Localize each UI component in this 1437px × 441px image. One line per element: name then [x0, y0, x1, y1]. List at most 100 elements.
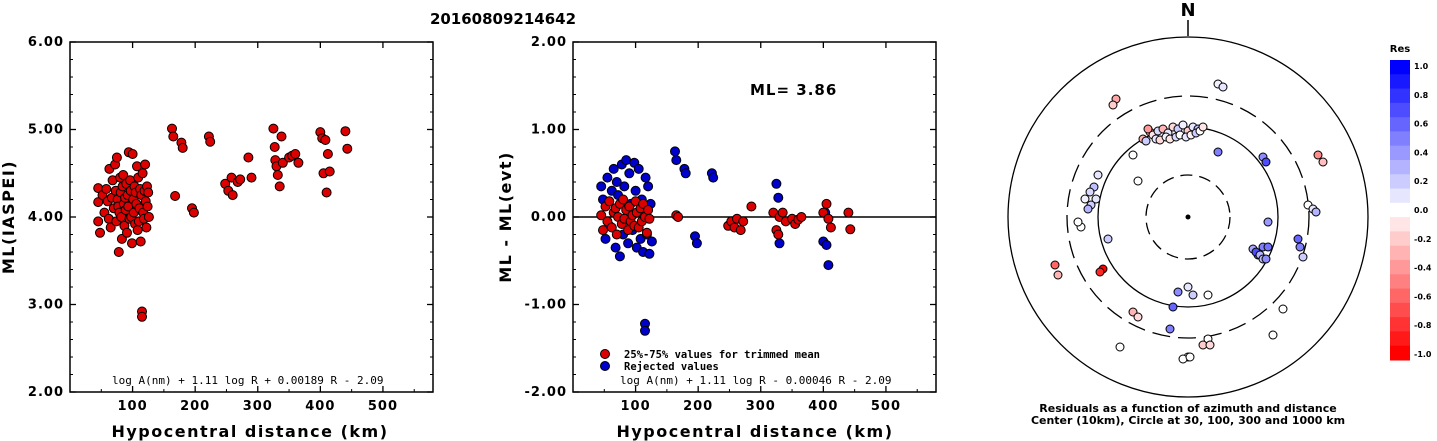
- station-residual-point: [1198, 122, 1208, 132]
- rejected-point: [600, 233, 611, 244]
- data-point: [276, 131, 287, 142]
- trimmed-point: [611, 229, 622, 240]
- station-residual-point: [1293, 234, 1303, 244]
- station-residual-point: [1183, 282, 1193, 292]
- station-residual-point: [1108, 100, 1118, 110]
- rejected-point: [602, 172, 613, 183]
- colorbar-swatch: [1390, 202, 1410, 218]
- data-point: [243, 152, 254, 163]
- data-point: [272, 170, 283, 180]
- station-residual-point: [1080, 194, 1090, 204]
- ring-30km: [1145, 174, 1231, 260]
- y-tick-label: 2.00: [28, 385, 64, 400]
- trimmed-point: [643, 205, 654, 215]
- left-y-axis: 2.00 3.00 4.00 5.00 6.00: [28, 35, 433, 400]
- trimmed-point: [598, 225, 608, 236]
- data-point: [140, 159, 151, 170]
- colorbar-swatch: [1390, 217, 1410, 232]
- rejected-point: [708, 172, 719, 183]
- data-point: [177, 142, 188, 153]
- trimmed-point: [596, 210, 607, 221]
- data-point: [132, 225, 143, 236]
- x-tick-label: 100: [621, 399, 651, 414]
- ml-annotation: ML= 3.86: [750, 81, 837, 99]
- station-residual-point: [1205, 340, 1215, 350]
- data-point: [188, 207, 199, 218]
- colorbar-swatch: [1390, 245, 1410, 261]
- station-residual-point: [1263, 217, 1273, 227]
- trimmed-point: [823, 213, 834, 224]
- data-point: [268, 123, 279, 134]
- data-point: [269, 142, 280, 152]
- rejected-point: [646, 236, 657, 247]
- trimmed-point: [673, 212, 684, 222]
- left-y-axis-label: ML(IASPEI): [0, 160, 18, 274]
- colorbar-swatch: [1390, 160, 1410, 175]
- station-residual-point: [1053, 270, 1063, 280]
- x-tick-label: 400: [305, 399, 335, 414]
- station-residual-point: [1091, 194, 1101, 204]
- rejected-point: [611, 177, 622, 187]
- data-point: [93, 216, 104, 227]
- trimmed-point: [825, 222, 836, 233]
- station-residual-point: [1165, 324, 1175, 334]
- north-label: N: [1180, 0, 1195, 21]
- mid-x-axis-label: Hypocentral distance (km): [616, 422, 893, 441]
- station-residual-point: [1103, 234, 1113, 244]
- data-point: [111, 152, 122, 163]
- trimmed-point: [641, 227, 652, 238]
- y-tick-label: 4.00: [28, 210, 64, 225]
- colorbar-swatches: [1390, 60, 1410, 361]
- y-tick-label: 0.00: [531, 210, 567, 225]
- station-residual-point: [1168, 302, 1178, 312]
- trimmed-point: [821, 198, 832, 209]
- figure-title: 20160809214642: [430, 10, 576, 28]
- trimmed-point: [604, 196, 615, 207]
- x-tick-label: 100: [118, 399, 148, 414]
- rejected-point: [624, 168, 635, 179]
- left-scatter-panel: 2.00 3.00 4.00 5.00 6.00 100 200 300 400 500 log…: [0, 35, 434, 441]
- data-point: [105, 222, 116, 233]
- station-residual-point: [1188, 290, 1198, 300]
- station-residual-point: [1263, 242, 1273, 252]
- left-data-points: [93, 123, 353, 322]
- polar-caption-line2: Center (10km), Circle at 30, 100, 300 an…: [1031, 414, 1345, 427]
- colorbar-swatch: [1390, 102, 1410, 118]
- station-residual-point: [1128, 150, 1138, 160]
- colorbar-swatch: [1390, 302, 1410, 318]
- rejected-point: [680, 168, 691, 179]
- colorbar-swatch: [1390, 231, 1410, 247]
- station-residual-point: [1115, 342, 1125, 352]
- rejected-point: [623, 238, 634, 249]
- trimmed-point: [845, 224, 856, 235]
- mid-y-axis: -2.00 -1.00 0.00 1.00 2.00: [525, 35, 936, 400]
- station-residual-point: [1178, 120, 1188, 130]
- colorbar-swatch: [1390, 188, 1410, 204]
- data-point: [143, 212, 154, 222]
- colorbar-swatch: [1390, 117, 1410, 132]
- station-residual-point: [1213, 147, 1223, 157]
- x-tick-label: 300: [243, 399, 273, 414]
- colorbar-swatch: [1390, 60, 1410, 75]
- legend-rejected-label: Rejected values: [624, 361, 719, 373]
- trimmed-point: [624, 201, 635, 212]
- colorbar-swatch: [1390, 145, 1410, 161]
- data-point: [227, 190, 238, 201]
- rejected-point: [608, 163, 619, 174]
- colorbar-swatch: [1390, 88, 1410, 104]
- y-tick-label: 6.00: [28, 35, 64, 50]
- station-residual-point: [1095, 267, 1105, 277]
- data-point: [321, 187, 332, 198]
- rejected-point: [670, 146, 680, 157]
- colorbar-tick-labels: 1.0 0.8 0.6 0.4 0.2 0.0 -0.2 -0.4 -0.6 -0.8 -1.0: [1414, 62, 1432, 359]
- data-point: [168, 131, 179, 142]
- colorbar-title: Res: [1390, 44, 1410, 55]
- data-point: [246, 172, 257, 183]
- ring-1000km: [1007, 36, 1369, 398]
- station-residual-point: [1298, 252, 1308, 262]
- trimmed-point: [746, 201, 757, 212]
- data-point: [143, 187, 154, 198]
- y-tick-label: -1.00: [525, 298, 567, 313]
- rejected-point: [610, 242, 621, 253]
- station-residual-point: [1203, 290, 1213, 300]
